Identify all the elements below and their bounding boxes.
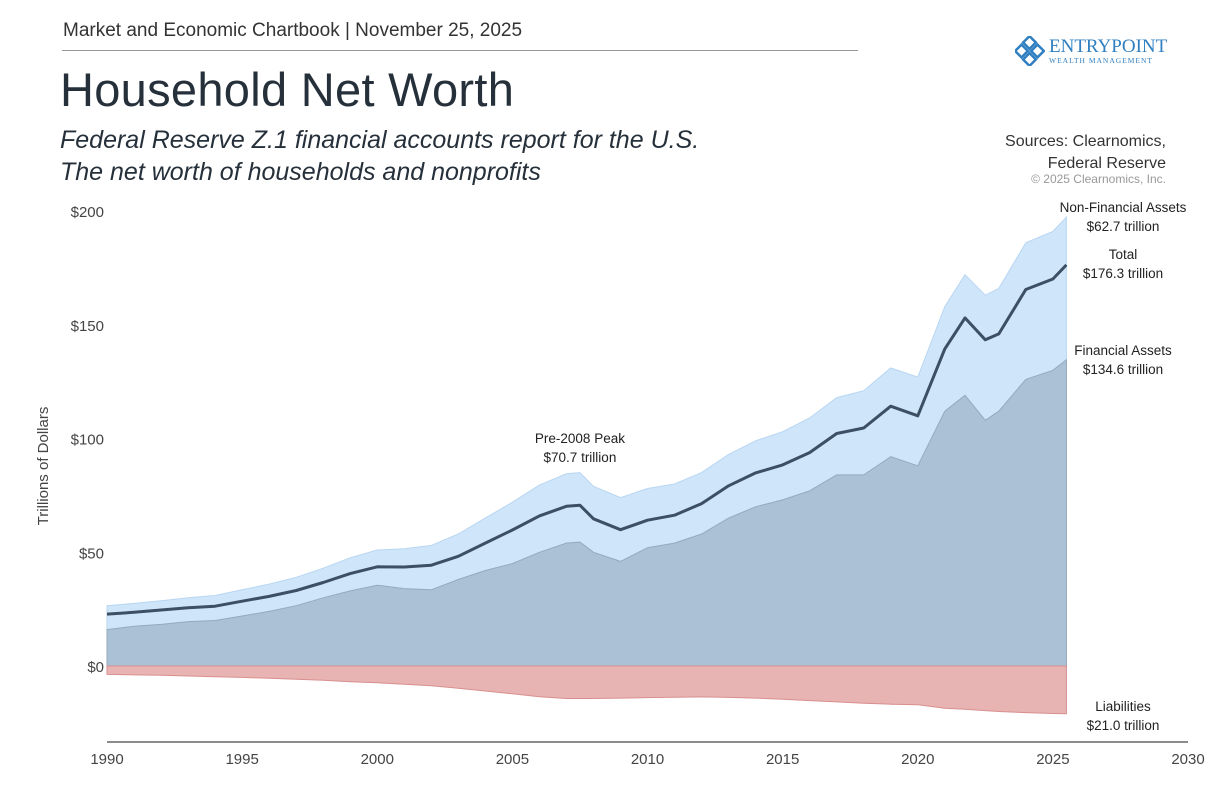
x-tick-label: 2015 bbox=[766, 751, 799, 768]
subtitle-2: The net worth of households and nonprofi… bbox=[60, 158, 541, 186]
logo-name: EntryPoint bbox=[1049, 35, 1168, 57]
sources-line-2: Federal Reserve bbox=[1047, 155, 1166, 172]
y-tick-label: $150 bbox=[71, 318, 104, 335]
page-title: Household Net Worth bbox=[60, 63, 515, 116]
subtitle-1: Federal Reserve Z.1 financial accounts r… bbox=[60, 126, 700, 154]
sources-line-1: Sources: Clearnomics, bbox=[1005, 133, 1166, 150]
y-tick-label: $200 bbox=[71, 204, 104, 221]
total-label-title: Total bbox=[1109, 247, 1138, 262]
financial-label-title: Financial Assets bbox=[1074, 343, 1172, 358]
financial-assets-area bbox=[106, 358, 1067, 667]
logo: EntryPoint WEALTH MANAGEMENT bbox=[1015, 36, 1167, 66]
x-tick-label: 2005 bbox=[496, 751, 529, 768]
peak-annotation-title: Pre-2008 Peak bbox=[535, 431, 625, 446]
chartbook-header: Market and Economic Chartbook | November… bbox=[63, 20, 523, 41]
non-financial-label-value: $62.7 trillion bbox=[1087, 219, 1160, 234]
financial-label-value: $134.6 trillion bbox=[1083, 362, 1163, 377]
x-tick-label: 2020 bbox=[901, 751, 934, 768]
liabilities-area bbox=[106, 665, 1067, 715]
x-tick-label: 2025 bbox=[1036, 751, 1069, 768]
x-tick-label: 2030 bbox=[1171, 751, 1204, 768]
x-tick-label: 2000 bbox=[361, 751, 394, 768]
y-axis-title: Trillions of Dollars bbox=[35, 407, 52, 526]
copyright: © 2025 Clearnomics, Inc. bbox=[1031, 172, 1166, 186]
liabilities-label-value: $21.0 trillion bbox=[1087, 718, 1160, 733]
liabilities-label-title: Liabilities bbox=[1095, 699, 1151, 714]
total-net-worth-line bbox=[106, 263, 1068, 616]
total-label-value: $176.3 trillion bbox=[1083, 266, 1163, 281]
x-tick-label: 1995 bbox=[225, 751, 258, 768]
x-tick-label: 1990 bbox=[90, 751, 123, 768]
non-financial-label-title: Non-Financial Assets bbox=[1060, 200, 1187, 215]
logo-diamond-icon bbox=[1015, 36, 1045, 66]
y-tick-label: $100 bbox=[71, 432, 104, 449]
logo-tagline: WEALTH MANAGEMENT bbox=[1049, 55, 1154, 65]
y-tick-label: $50 bbox=[79, 545, 104, 562]
sources: Sources: Clearnomics, Federal Reserve bbox=[1005, 131, 1166, 175]
y-tick-label: $0 bbox=[87, 659, 104, 676]
peak-annotation-value: $70.7 trillion bbox=[544, 450, 617, 465]
x-tick-label: 2010 bbox=[631, 751, 664, 768]
header-divider bbox=[62, 50, 858, 51]
